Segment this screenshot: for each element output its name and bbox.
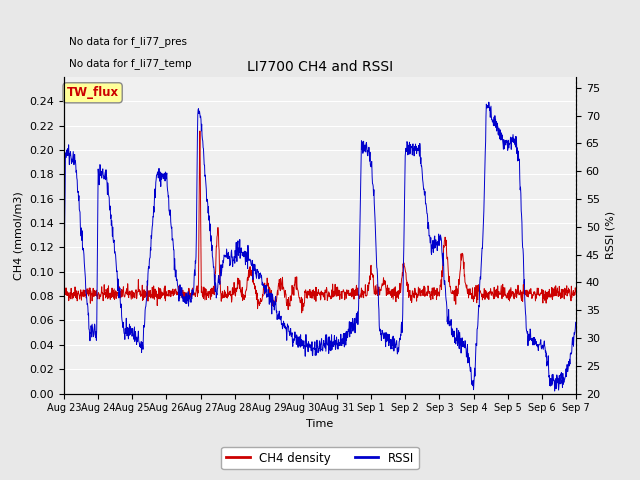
Text: TW_flux: TW_flux bbox=[67, 86, 118, 99]
Text: No data for f_li77_pres: No data for f_li77_pres bbox=[69, 36, 187, 47]
Y-axis label: CH4 (mmol/m3): CH4 (mmol/m3) bbox=[14, 191, 24, 279]
Text: No data for f_li77_temp: No data for f_li77_temp bbox=[69, 58, 192, 69]
X-axis label: Time: Time bbox=[307, 419, 333, 429]
Legend: CH4 density, RSSI: CH4 density, RSSI bbox=[221, 447, 419, 469]
Title: LI7700 CH4 and RSSI: LI7700 CH4 and RSSI bbox=[247, 60, 393, 74]
Y-axis label: RSSI (%): RSSI (%) bbox=[605, 211, 616, 259]
